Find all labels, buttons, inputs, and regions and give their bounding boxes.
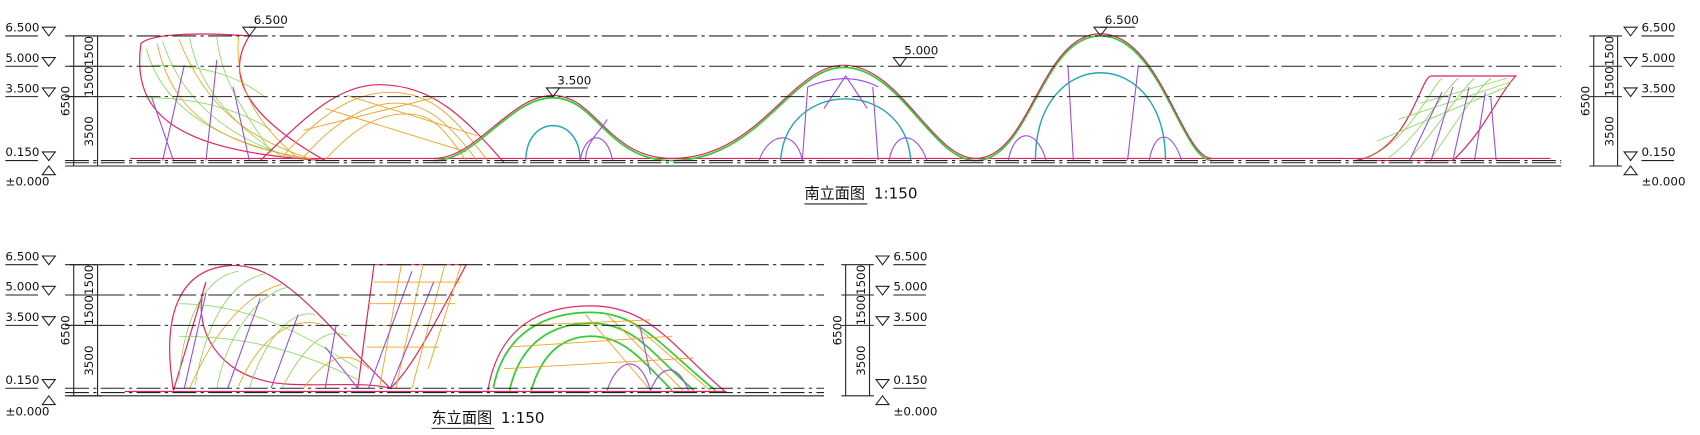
level-marker <box>241 26 257 37</box>
drawing-scale: 1:150 <box>501 409 545 427</box>
dimension-label: 6500 <box>1578 86 1592 116</box>
level-label: 5.000 <box>5 280 39 294</box>
level-marker <box>1623 151 1639 162</box>
level-label: 0.150 <box>5 145 39 159</box>
peak-label: 6.500 <box>254 13 288 27</box>
level-marker <box>1623 87 1639 98</box>
dimension-label: 6500 <box>58 315 72 345</box>
dimension-label: 3500 <box>82 345 96 375</box>
peak-label: 5.000 <box>904 43 938 57</box>
dimension-label: 6500 <box>830 315 844 345</box>
level-label: ±0.000 <box>5 404 49 418</box>
level-marker <box>545 87 561 98</box>
level-label: 3.500 <box>1641 81 1675 95</box>
east-shapes <box>124 264 727 394</box>
dimension-label: 1500 <box>82 295 96 325</box>
drawing-title: 东立面图 <box>432 409 493 427</box>
level-marker <box>41 87 57 98</box>
level-marker <box>874 285 891 296</box>
level-marker <box>874 255 891 266</box>
dimension-label: 1500 <box>82 265 96 295</box>
level-marker <box>1092 26 1109 37</box>
dimension-label: 6500 <box>58 86 72 116</box>
level-marker <box>1623 57 1639 68</box>
level-marker <box>41 379 57 390</box>
peak-label: 3.500 <box>557 74 591 88</box>
dimension-label: 1500 <box>854 265 868 295</box>
dimension-label: 3500 <box>82 116 96 146</box>
level-marker <box>874 316 891 327</box>
level-label: ±0.000 <box>1641 175 1685 189</box>
level-label: 0.150 <box>5 373 39 387</box>
level-marker <box>41 151 57 162</box>
level-label: 5.000 <box>893 280 927 294</box>
level-label: 3.500 <box>5 310 39 324</box>
dimension-label: 1500 <box>1602 66 1616 96</box>
level-marker <box>41 255 57 266</box>
level-marker <box>41 285 57 296</box>
level-marker <box>41 57 57 68</box>
level-label: 6.500 <box>1641 21 1675 35</box>
dimension-label: 3500 <box>1602 116 1616 146</box>
level-label: 0.150 <box>1641 145 1675 159</box>
level-marker <box>41 394 57 406</box>
level-label: 5.000 <box>5 51 39 65</box>
dimension-label: 1500 <box>854 295 868 325</box>
level-label: 3.500 <box>893 310 927 324</box>
level-label: 3.500 <box>5 81 39 95</box>
dimension-label: 1500 <box>1602 36 1616 66</box>
level-marker <box>1623 26 1639 37</box>
level-label: 6.500 <box>5 21 39 35</box>
level-marker <box>874 394 891 406</box>
drawing-title: 南立面图 <box>804 185 865 203</box>
dimension-label: 3500 <box>854 345 868 375</box>
level-marker <box>892 57 908 68</box>
dimension-label: 1500 <box>82 66 96 96</box>
level-marker <box>41 26 57 37</box>
level-marker <box>1623 165 1639 176</box>
level-label: 0.150 <box>893 373 927 387</box>
level-marker <box>41 165 57 176</box>
level-label: 5.000 <box>1641 51 1675 65</box>
peak-label: 6.500 <box>1105 13 1139 27</box>
dimension-label: 1500 <box>82 36 96 66</box>
level-label: ±0.000 <box>5 175 49 189</box>
drawing-scale: 1:150 <box>874 185 918 203</box>
level-marker <box>41 316 57 327</box>
level-label: 6.500 <box>5 249 39 263</box>
level-label: ±0.000 <box>893 404 937 418</box>
level-label: 6.500 <box>893 249 927 263</box>
south-shapes <box>130 33 1551 164</box>
level-marker <box>874 379 891 390</box>
